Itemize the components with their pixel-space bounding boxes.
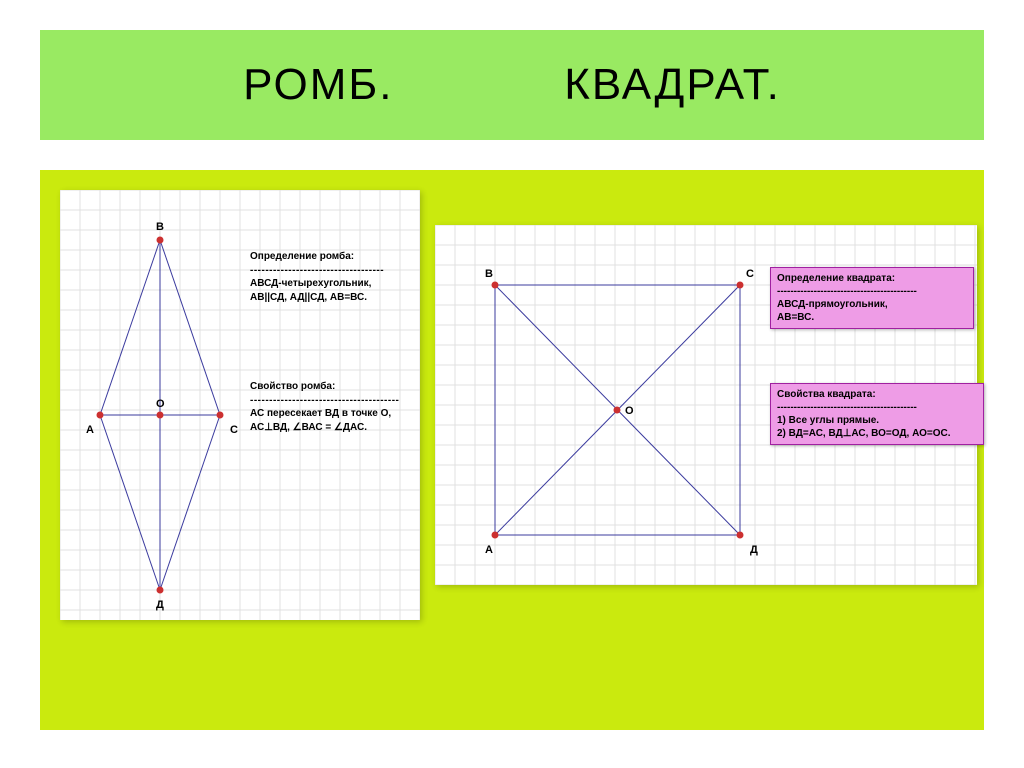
svg-text:В: В [485,268,493,280]
content-area: А В С Д О Определение ромба: ---------------… [40,170,984,730]
rhombus-property: Свойство ромба: ------------------------… [250,380,425,434]
svg-text:С: С [746,268,754,280]
svg-text:А: А [485,544,493,556]
sq-prop-line2: 2) ВД=АС, ВД⊥АС, ВО=ОД, АО=ОС. [777,427,977,440]
sq-def-title: Определение квадрата: [777,272,967,285]
def-line1: АВСД-четырехугольник, [250,277,415,291]
sq-prop-line1: 1) Все углы прямые. [777,414,977,427]
svg-text:В: В [156,221,164,233]
svg-text:О: О [156,398,165,410]
sq-prop-sep: ----------------------------------------… [777,401,977,414]
rhombus-panel: А В С Д О Определение ромба: ---------------… [60,190,420,620]
svg-text:О: О [625,405,634,417]
prop-line1: АС пересекает ВД в точке О, [250,407,425,421]
sq-def-line1: АВСД-прямоугольник, [777,298,967,311]
svg-text:С: С [230,424,238,436]
page-title: РОМБ. КВАДРАТ. [243,60,781,110]
sq-def-line2: АВ=ВС. [777,311,967,324]
sq-def-sep: ----------------------------------------… [777,285,967,298]
square-property: Свойства квадрата: ---------------------… [770,383,984,445]
square-definition: Определение квадрата: ------------------… [770,267,974,329]
def-sep: ----------------------------------- [250,264,415,278]
prop-sep: --------------------------------------- [250,394,425,408]
sq-prop-title: Свойства квадрата: [777,388,977,401]
svg-text:Д: Д [156,599,164,611]
rhombus-definition: Определение ромба: ---------------------… [250,250,415,304]
prop-line2: АС⊥ВД, ∠ВАС = ∠ДАС. [250,421,425,435]
prop-title: Свойство ромба: [250,380,425,394]
title-right: КВАДРАТ. [564,60,781,109]
svg-text:Д: Д [750,544,758,556]
def-title: Определение ромба: [250,250,415,264]
header-band: РОМБ. КВАДРАТ. [40,30,984,140]
svg-text:А: А [86,424,94,436]
def-line2: АВ||СД, АД||СД, АВ=ВС. [250,291,415,305]
square-panel: А В С Д О Определение квадрата: ------------… [435,225,977,585]
title-left: РОМБ. [243,60,393,109]
